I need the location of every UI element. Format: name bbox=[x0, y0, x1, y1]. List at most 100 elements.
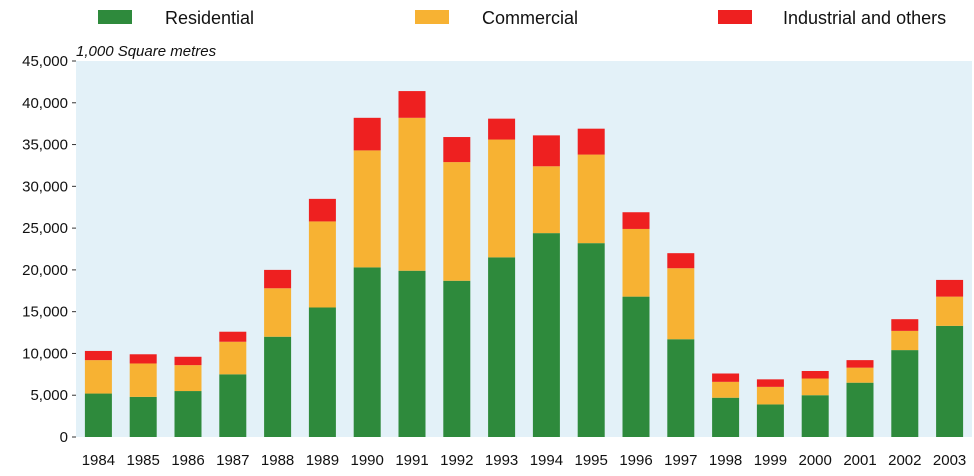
bar-segment-industrial-and-others-1990 bbox=[353, 117, 381, 151]
bar-segment-commercial-2002 bbox=[891, 330, 919, 351]
bar-segment-industrial-and-others-2000 bbox=[801, 370, 829, 379]
x-tick-label: 1989 bbox=[306, 452, 339, 469]
bar-segment-commercial-2000 bbox=[801, 378, 829, 396]
y-tick-label: 45,000 bbox=[22, 53, 68, 70]
bar-segment-commercial-2003 bbox=[936, 296, 964, 326]
bar-stack-2000 bbox=[801, 370, 829, 437]
bar-stack-1995 bbox=[577, 128, 605, 437]
x-tick-label: 1988 bbox=[261, 452, 294, 469]
x-tick-label: 1998 bbox=[709, 452, 742, 469]
x-tick-label: 2002 bbox=[888, 452, 921, 469]
bar-segment-industrial-and-others-1991 bbox=[398, 91, 426, 118]
bar-segment-commercial-1991 bbox=[398, 117, 426, 271]
bar-segment-commercial-2001 bbox=[846, 367, 874, 383]
bar-stack-2003 bbox=[936, 279, 964, 437]
x-tick-label: 2001 bbox=[843, 452, 876, 469]
x-tick-label: 1990 bbox=[351, 452, 384, 469]
y-tick-label: 20,000 bbox=[22, 262, 68, 279]
bar-segment-residential-1988 bbox=[264, 336, 292, 437]
bar-segment-residential-1997 bbox=[667, 339, 695, 437]
bar-segment-commercial-1985 bbox=[129, 363, 157, 397]
legend-label-commercial: Commercial bbox=[482, 8, 578, 28]
y-tick-label: 35,000 bbox=[22, 137, 68, 154]
bar-segment-residential-1996 bbox=[622, 296, 650, 437]
bar-segment-residential-2002 bbox=[891, 350, 919, 437]
bar-stack-2001 bbox=[846, 360, 874, 437]
bar-segment-commercial-1999 bbox=[756, 386, 784, 405]
bar-segment-commercial-1989 bbox=[308, 221, 336, 308]
bar-stack-1985 bbox=[129, 354, 157, 437]
bar-segment-residential-1989 bbox=[308, 307, 336, 437]
bar-stack-1988 bbox=[264, 269, 292, 437]
bar-segment-industrial-and-others-1988 bbox=[264, 269, 292, 289]
bar-segment-residential-1990 bbox=[353, 267, 381, 437]
bar-segment-residential-1986 bbox=[174, 391, 202, 437]
bar-segment-commercial-1990 bbox=[353, 150, 381, 268]
bar-segment-industrial-and-others-1996 bbox=[622, 212, 650, 229]
bar-segment-industrial-and-others-1994 bbox=[532, 135, 560, 167]
bar-segment-industrial-and-others-1993 bbox=[488, 118, 516, 140]
x-tick-label: 1993 bbox=[485, 452, 518, 469]
legend-swatch-commercial bbox=[415, 10, 449, 24]
plot-area bbox=[76, 61, 972, 437]
x-tick-label: 1986 bbox=[171, 452, 204, 469]
bar-segment-industrial-and-others-1999 bbox=[756, 379, 784, 387]
y-tick-label: 40,000 bbox=[22, 95, 68, 112]
bar-segment-industrial-and-others-1984 bbox=[84, 350, 112, 361]
x-tick-label: 1984 bbox=[82, 452, 115, 469]
bar-stack-1997 bbox=[667, 253, 695, 437]
y-tick-label: 30,000 bbox=[22, 178, 68, 195]
bar-segment-residential-2000 bbox=[801, 395, 829, 437]
bar-segment-commercial-1998 bbox=[712, 381, 740, 398]
bar-segment-industrial-and-others-1992 bbox=[443, 137, 471, 163]
bar-segment-residential-1995 bbox=[577, 243, 605, 437]
bar-segment-residential-1984 bbox=[84, 393, 112, 437]
x-tick-label: 1995 bbox=[575, 452, 608, 469]
bar-stack-1994 bbox=[532, 135, 560, 437]
bars bbox=[84, 91, 964, 437]
y-tick-label: 5,000 bbox=[30, 387, 68, 404]
x-tick-label: 1987 bbox=[216, 452, 249, 469]
bar-stack-1991 bbox=[398, 91, 426, 437]
bar-segment-industrial-and-others-1986 bbox=[174, 356, 202, 366]
bar-segment-residential-1985 bbox=[129, 396, 157, 437]
bar-segment-residential-1993 bbox=[488, 257, 516, 437]
x-tick-label: 2003 bbox=[933, 452, 966, 469]
legend-label-residential: Residential bbox=[165, 8, 254, 28]
bar-segment-residential-1992 bbox=[443, 280, 471, 437]
bar-segment-commercial-1994 bbox=[532, 166, 560, 234]
y-axis-unit-label: 1,000 Square metres bbox=[76, 43, 217, 60]
bar-segment-residential-1991 bbox=[398, 270, 426, 437]
bar-stack-1987 bbox=[219, 331, 247, 437]
legend-item-industrial-and-others: Industrial and others bbox=[718, 8, 946, 28]
legend-swatch-industrial-and-others bbox=[718, 10, 752, 24]
bar-segment-commercial-1987 bbox=[219, 341, 247, 375]
bar-segment-industrial-and-others-1989 bbox=[308, 198, 336, 222]
bar-segment-residential-1999 bbox=[756, 404, 784, 437]
bar-stack-1993 bbox=[488, 118, 516, 437]
y-axis: 0 5,000 10,000 15,000 20,000 25,000 30,000 35,0… bbox=[22, 53, 76, 446]
bar-segment-industrial-and-others-2002 bbox=[891, 319, 919, 331]
bar-segment-residential-2003 bbox=[936, 325, 964, 437]
y-tick-label: 10,000 bbox=[22, 345, 68, 362]
bar-segment-commercial-1995 bbox=[577, 154, 605, 244]
bar-stack-2002 bbox=[891, 319, 919, 437]
bar-segment-commercial-1992 bbox=[443, 162, 471, 281]
y-tick-label: 25,000 bbox=[22, 220, 68, 237]
bar-segment-industrial-and-others-1987 bbox=[219, 331, 247, 342]
bar-stack-1984 bbox=[84, 350, 112, 437]
legend-label-industrial-and-others: Industrial and others bbox=[783, 8, 946, 28]
bar-segment-commercial-1997 bbox=[667, 268, 695, 340]
bar-segment-residential-1987 bbox=[219, 374, 247, 437]
bar-segment-industrial-and-others-1995 bbox=[577, 128, 605, 155]
legend-swatch-residential bbox=[98, 10, 132, 24]
bar-segment-residential-1994 bbox=[532, 233, 560, 437]
x-tick-label: 1991 bbox=[395, 452, 428, 469]
legend-item-residential: Residential bbox=[98, 8, 254, 28]
y-tick-label: 0 bbox=[60, 429, 68, 446]
bar-stack-1999 bbox=[756, 379, 784, 437]
x-tick-label: 1985 bbox=[127, 452, 160, 469]
x-axis: 1984 1985 1986 1987 1988 1989 1990 1991 1992 1993… bbox=[82, 452, 967, 469]
